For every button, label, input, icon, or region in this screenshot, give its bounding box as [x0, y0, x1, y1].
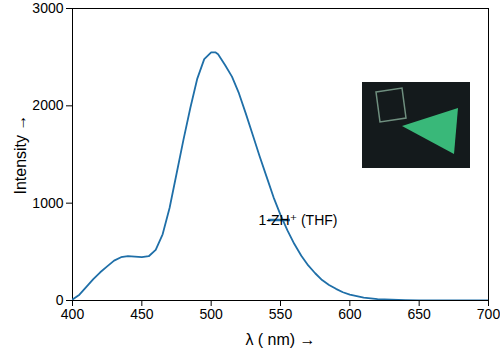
svg-text:3000: 3000: [32, 0, 63, 16]
svg-text:400: 400: [61, 306, 85, 322]
svg-text:1-ZH⁺ (THF): 1-ZH⁺ (THF): [259, 212, 338, 228]
svg-text:500: 500: [199, 306, 223, 322]
svg-text:450: 450: [130, 306, 154, 322]
svg-text:1000: 1000: [32, 195, 63, 211]
svg-text:600: 600: [338, 306, 362, 322]
svg-text:Intensity →: Intensity →: [12, 114, 29, 194]
svg-text:0: 0: [55, 292, 64, 308]
svg-text:650: 650: [407, 306, 431, 322]
svg-text:550: 550: [269, 306, 293, 322]
svg-text:700: 700: [477, 306, 500, 322]
svg-text:2000: 2000: [32, 97, 63, 113]
svg-text:λ ( nm) →: λ ( nm) →: [245, 331, 315, 348]
